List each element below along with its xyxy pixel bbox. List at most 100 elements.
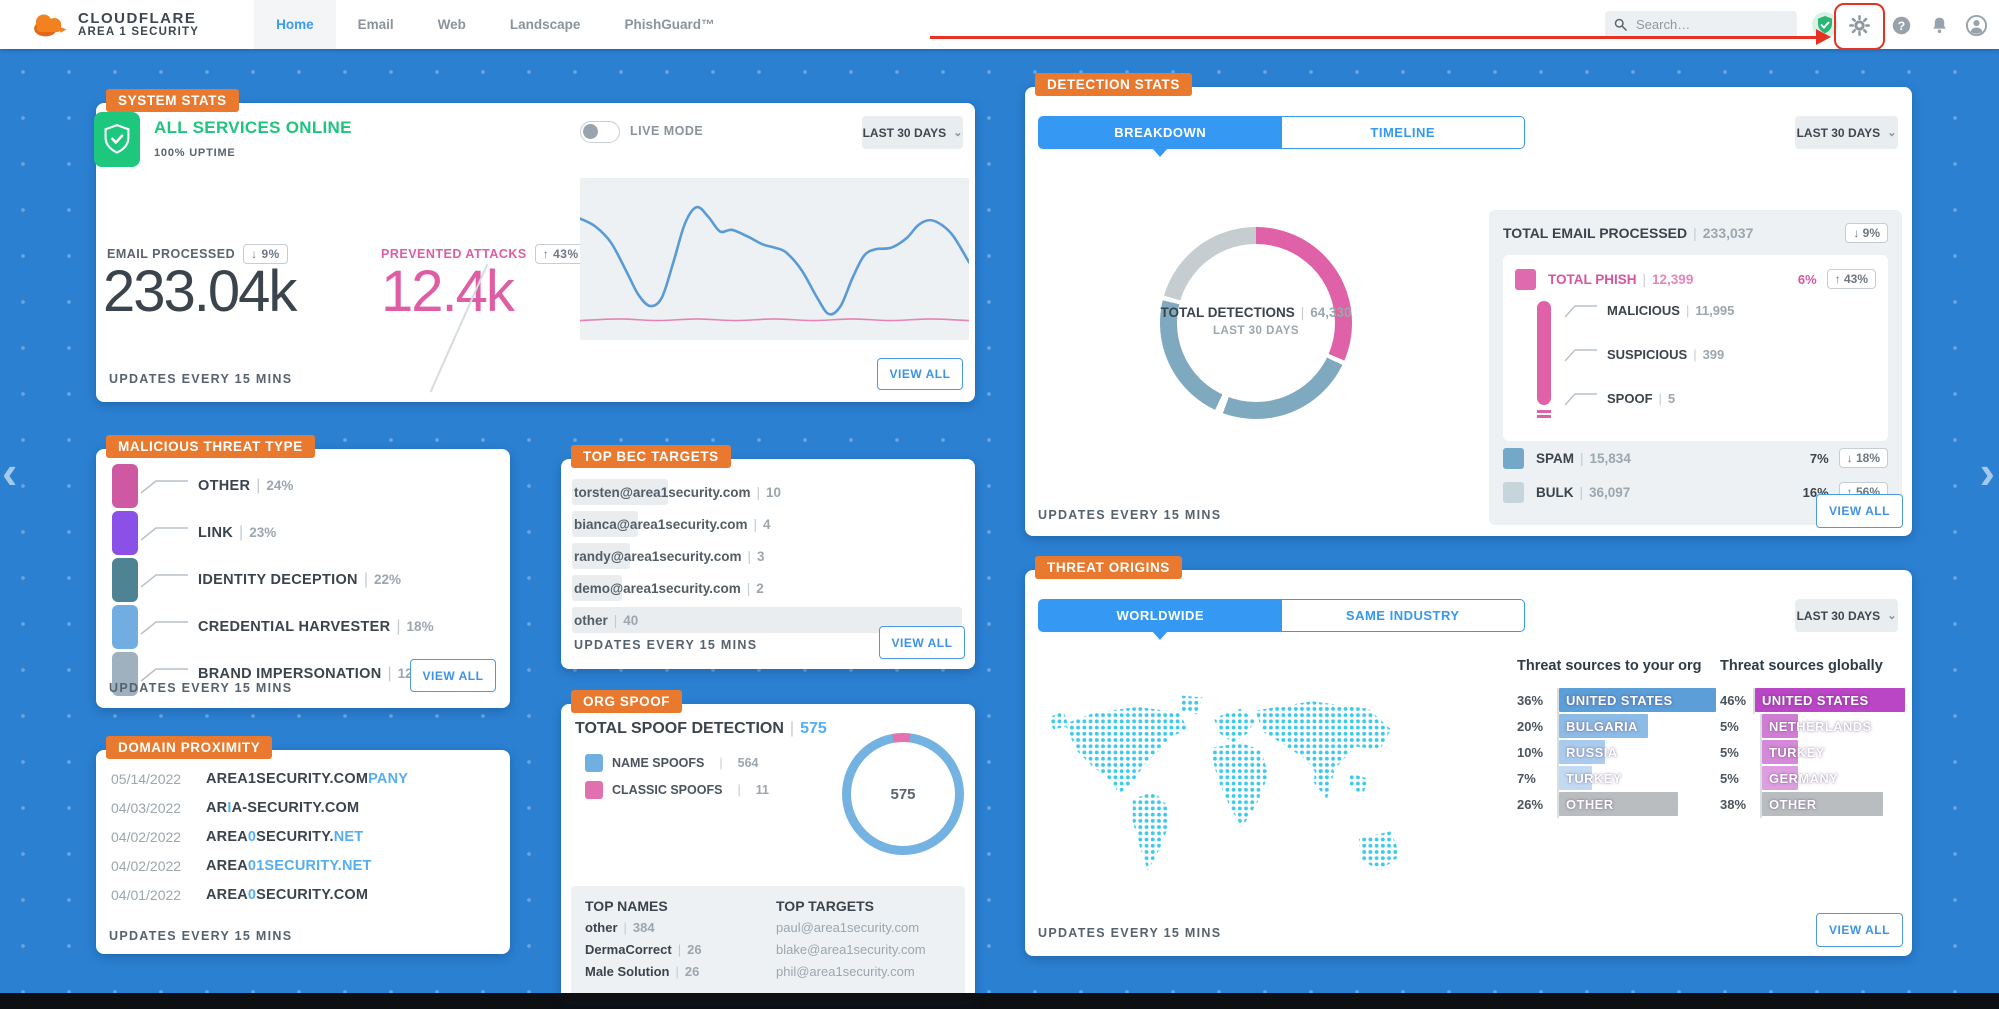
threat-source-bar: OTHER xyxy=(1762,792,1883,816)
updates-note: UPDATES EVERY 15 MINS xyxy=(109,681,293,695)
threat-type-percent: 22% xyxy=(373,572,402,587)
detection-breakdown-panel: TOTAL EMAIL PROCESSED | 233,037 ↓ 9% TOTA… xyxy=(1489,210,1902,525)
carousel-left-arrow[interactable]: ‹ xyxy=(2,446,18,498)
domain-row: 05/14/2022 AREA1SECURITY.COMPANY xyxy=(96,764,510,793)
threat-source-percent: 38% xyxy=(1720,797,1747,812)
brand-subname: AREA 1 SECURITY xyxy=(78,26,200,39)
nav-item-landscape[interactable]: Landscape xyxy=(509,17,581,32)
bec-target-row: demo@area1security.com | 2 xyxy=(561,572,975,604)
threat-source-row: 5% NETHERLANDS xyxy=(1720,714,1905,740)
prevented-attacks-value: 12.4k xyxy=(381,259,515,324)
threat-range-dropdown[interactable]: LAST 30 DAYS ⌄ xyxy=(1795,599,1898,632)
bell-icon xyxy=(1932,17,1946,33)
top-bec-targets-card: TOP BEC TARGETS torsten@area1security.co… xyxy=(561,445,975,669)
phish-color-swatch xyxy=(1515,268,1536,290)
domain-date: 04/03/2022 xyxy=(111,799,182,816)
nav-item-email[interactable]: Email xyxy=(357,17,394,32)
system-range-dropdown[interactable]: LAST 30 DAYS ⌄ xyxy=(862,116,963,149)
search-box[interactable] xyxy=(1605,11,1797,38)
malicious-threat-badge: MALICIOUS THREAT TYPE xyxy=(106,435,315,458)
bottom-letterbox xyxy=(0,993,1999,1001)
threat-tab-worldwide[interactable]: WORLDWIDE xyxy=(1039,600,1282,640)
malicious-type-row: OTHER | 24% xyxy=(96,462,510,509)
threat-source-bar: UNITED STATES xyxy=(1755,688,1905,712)
bec-count-bar xyxy=(572,511,638,537)
services-status-text: ALL SERVICES ONLINE xyxy=(154,118,352,137)
threat-source-bar: TURKEY xyxy=(1762,740,1824,764)
account-button[interactable] xyxy=(1963,12,1989,38)
threat-source-percent: 5% xyxy=(1720,745,1739,760)
threat-type-percent: 18% xyxy=(406,619,434,634)
threat-sources-org-column: Threat sources to your org 36% UNITED STA… xyxy=(1517,658,1722,818)
bec-count-bar xyxy=(572,479,668,505)
threat-source-row: 7% TURKEY xyxy=(1517,766,1722,792)
email-processed-delta: ↓ 9% xyxy=(243,244,288,264)
detection-tab-timeline[interactable]: TIMELINE xyxy=(1370,125,1436,140)
chevron-down-icon: ⌄ xyxy=(1887,127,1897,139)
threat-source-row: 10% RUSSIA xyxy=(1517,740,1722,766)
threat-source-bar: NETHERLANDS xyxy=(1762,714,1871,738)
search-icon xyxy=(1614,18,1627,31)
legend-color-swatch xyxy=(585,781,603,799)
malicious-type-row: LINK | 23% xyxy=(96,509,510,556)
malicious-type-row: CREDENTIAL HARVESTER | 18% xyxy=(96,603,510,650)
global-column-title: Threat sources globally xyxy=(1720,658,1883,674)
updates-note: UPDATES EVERY 15 MINS xyxy=(1038,508,1222,522)
phish-severity-bar xyxy=(1537,301,1551,405)
threat-source-percent: 36% xyxy=(1517,693,1544,708)
notifications-button[interactable] xyxy=(1926,12,1952,38)
threat-source-row: 38% OTHER xyxy=(1720,792,1905,818)
malicious-threat-type-card: MALICIOUS THREAT TYPE OTHER | 24% LINK | 23% I… xyxy=(96,435,510,708)
carousel-right-arrow[interactable]: › xyxy=(1979,446,1995,498)
domain-row: 04/02/2022 AREA0SECURITY.NET xyxy=(96,822,510,851)
malicious-type-row: BRAND IMPERSONATION|12% xyxy=(96,650,510,697)
bec-target-email: bianca@area1security.com | 4 xyxy=(574,516,771,532)
live-mode-toggle[interactable] xyxy=(580,121,620,143)
detection-category-row: SPAM | 15,834 7% ↓ 18% xyxy=(1503,441,1888,475)
settings-button[interactable] xyxy=(1846,12,1872,38)
detection-tab-breakdown[interactable]: BREAKDOWN xyxy=(1039,117,1282,157)
org-spoof-card: ORG SPOOF TOTAL SPOOF DETECTION | 575 NAME… xyxy=(561,690,975,1001)
bec-view-all-button[interactable]: VIEW ALL xyxy=(879,626,965,659)
threat-type-label: LINK xyxy=(198,524,234,541)
domain-name: ARIA-SECURITY.COM xyxy=(206,799,360,816)
domain-date: 05/14/2022 xyxy=(111,770,182,787)
threat-type-percent: 23% xyxy=(249,525,277,540)
phish-delta: ↑ 43% xyxy=(1826,269,1876,289)
detection-range-dropdown[interactable]: LAST 30 DAYS ⌄ xyxy=(1795,116,1898,149)
threat-color-swatch xyxy=(112,463,138,508)
shield-check-icon xyxy=(104,123,130,154)
cloudflare-logo[interactable]: CLOUDFLARE AREA 1 SECURITY xyxy=(28,10,200,39)
svg-text:?: ? xyxy=(1897,18,1904,32)
malicious-view-all-button[interactable]: VIEW ALL xyxy=(410,659,496,692)
traffic-sparkline-chart xyxy=(580,178,969,340)
detection-view-all-button[interactable]: VIEW ALL xyxy=(1816,494,1903,528)
threat-color-swatch xyxy=(112,510,138,555)
spoof-legend-item: NAME SPOOFS | 564 xyxy=(585,754,758,772)
threat-view-all-button[interactable]: VIEW ALL xyxy=(1816,913,1903,947)
nav-item-phishguard[interactable]: PhishGuard™ xyxy=(624,17,715,32)
chevron-down-icon: ⌄ xyxy=(1887,610,1897,622)
help-button[interactable]: ? xyxy=(1888,12,1914,38)
system-view-all-button[interactable]: VIEW ALL xyxy=(877,358,963,390)
search-input[interactable] xyxy=(1634,16,1788,33)
status-shield-box xyxy=(94,112,140,167)
domain-name: AREA0SECURITY.COM xyxy=(206,886,369,903)
threat-source-row: 5% GERMANY xyxy=(1720,766,1905,792)
category-color-swatch xyxy=(1503,481,1524,503)
threat-color-swatch xyxy=(112,557,138,602)
bec-count-bar xyxy=(572,543,630,569)
prevented-attacks-delta: ↑ 43% xyxy=(534,244,587,264)
detection-stats-card: DETECTION STATS BREAKDOWN TIMELINE LAST 3… xyxy=(1025,73,1912,536)
top-navigation-bar: CLOUDFLARE AREA 1 SECURITY Home Email Web L… xyxy=(0,0,1999,49)
updates-note: UPDATES EVERY 15 MINS xyxy=(109,929,293,943)
bec-target-row: randy@area1security.com | 3 xyxy=(561,540,975,572)
system-stats-card: SYSTEM STATS ALL SERVICES ONLINE 100% UP… xyxy=(94,89,975,402)
main-nav: Home Email Web Landscape PhishGuard™ xyxy=(254,0,736,49)
threat-source-row: 36% UNITED STATES xyxy=(1517,688,1722,714)
threat-tab-same-industry[interactable]: SAME INDUSTRY xyxy=(1345,608,1460,623)
threat-source-row: 26% OTHER xyxy=(1517,792,1722,818)
annotation-arrowhead xyxy=(1816,29,1831,45)
nav-item-web[interactable]: Web xyxy=(437,17,466,32)
nav-item-home[interactable]: Home xyxy=(254,0,336,49)
